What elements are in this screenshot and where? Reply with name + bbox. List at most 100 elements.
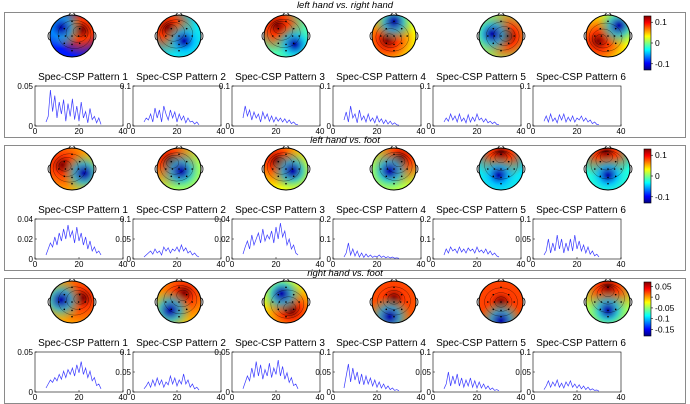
- electrode-dot: [71, 309, 73, 312]
- subplot-title: Spec-CSP Pattern 1: [38, 72, 128, 83]
- electrode-dot: [500, 315, 502, 318]
- subplot-title: Spec-CSP Pattern 1: [38, 205, 128, 216]
- colorbar-tick-label: -0.15: [655, 325, 675, 335]
- electrode-dot: [71, 168, 73, 170]
- plot-axes-box: [532, 85, 622, 127]
- electrode-dot: [506, 301, 509, 303]
- plot-axes-box: [231, 85, 321, 127]
- y-tick-label: 0.2: [320, 215, 332, 224]
- colorbar-tick-label: 0.1: [655, 17, 667, 27]
- scalp-contour: [493, 26, 516, 46]
- x-tick-label: 40: [217, 127, 226, 136]
- y-tick-label: 0.1: [320, 348, 332, 357]
- electrode-dot: [285, 20, 287, 23]
- y-tick-label: 0.1: [520, 82, 532, 91]
- electrode-dot: [599, 308, 602, 311]
- electrode-dot: [492, 175, 495, 178]
- x-tick-label: 40: [617, 127, 626, 136]
- electrode-dot: [71, 43, 73, 46]
- electrode-dot: [393, 301, 395, 303]
- electrode-dot: [400, 42, 403, 45]
- electrode-dot: [185, 293, 188, 296]
- spectrum-line: [45, 361, 102, 389]
- x-tick-label: 20: [75, 260, 84, 269]
- scalp-outline: [263, 147, 309, 191]
- scalp-outline: [585, 280, 631, 324]
- scalp-outline: [49, 14, 95, 58]
- panel-left-vs-foot: 0.1 0 -0.1 Spec-CSP Pattern 1 0 20 40 0 0.02 0.04…: [4, 143, 686, 271]
- electrode-dot: [487, 168, 489, 170]
- electrode-dot: [507, 160, 510, 163]
- y-tick-label: 0.04: [17, 215, 33, 224]
- x-tick-label: 40: [119, 260, 128, 269]
- y-tick-label: 0.04: [214, 215, 230, 224]
- x-tick-label: 20: [573, 260, 582, 269]
- y-tick-label: 0.05: [115, 368, 131, 377]
- electrode-dot: [599, 175, 602, 178]
- y-tick-label: 0.1: [420, 235, 432, 244]
- colorbar-tick-label: -0.1: [655, 314, 670, 324]
- y-tick-label: 0.05: [214, 348, 230, 357]
- spectrum-subplot: Spec-CSP Pattern 1 0 20 40 0 0.05: [17, 72, 128, 136]
- electrode-dot: [400, 160, 403, 163]
- scalp-contour: [166, 157, 180, 169]
- electrode-dot: [500, 182, 502, 185]
- electrode-dot: [393, 43, 395, 46]
- electrode-dot: [613, 35, 616, 37]
- electrode-dot: [492, 160, 495, 163]
- electrode-dot: [277, 42, 280, 45]
- scalp-contour: [164, 24, 178, 36]
- y-tick-label: 0.1: [520, 215, 532, 224]
- electrode-dot: [399, 35, 402, 37]
- electrode-dot: [278, 35, 281, 37]
- electrode-dot: [393, 49, 395, 52]
- y-tick-label: 0.05: [415, 368, 431, 377]
- electrode-dot: [620, 301, 622, 303]
- plot-axes-box: [332, 85, 422, 127]
- scalp-map: [583, 276, 633, 324]
- electrode-dot: [71, 20, 73, 23]
- electrode-dot: [77, 301, 80, 303]
- electrode-dot: [385, 308, 388, 311]
- electrode-dot: [291, 35, 294, 37]
- electrode-dot: [71, 153, 73, 156]
- x-tick-label: 40: [617, 393, 626, 402]
- colorbar-scale: [643, 281, 652, 337]
- colorbar-scale: [643, 15, 652, 71]
- y-tick-label: 0: [29, 122, 34, 131]
- scalp-map: [476, 143, 526, 191]
- electrode-dot: [393, 35, 395, 37]
- electrode-dot: [171, 35, 174, 37]
- electrode-dot: [178, 182, 180, 185]
- electrode-dot: [292, 42, 295, 45]
- panel-title: left hand vs. foot: [310, 135, 380, 146]
- scalp-contour: [379, 28, 402, 48]
- scalp-contour: [596, 284, 620, 305]
- y-tick-label: 0.1: [120, 215, 132, 224]
- electrode-dot: [607, 43, 609, 46]
- electrode-dot: [178, 49, 180, 52]
- electrode-dot: [291, 168, 294, 170]
- x-tick-label: 40: [417, 393, 426, 402]
- plot-axes-box: [532, 218, 622, 260]
- electrode-dot: [385, 293, 388, 296]
- electrode-dot: [506, 168, 509, 170]
- y-tick-label: 0: [327, 255, 332, 264]
- x-tick-label: 0: [131, 260, 136, 269]
- electrode-dot: [63, 175, 66, 178]
- electrode-dot: [500, 301, 502, 303]
- electrode-dot: [393, 286, 395, 289]
- electrode-dot: [71, 35, 73, 37]
- plot-axes-box: [332, 351, 422, 393]
- electrode-dot: [599, 42, 602, 45]
- scalp-outline: [156, 147, 202, 191]
- scalp-contour: [270, 155, 293, 175]
- plot-axes-box: [332, 218, 422, 260]
- electrode-dot: [272, 35, 274, 37]
- electrode-dot: [500, 20, 502, 23]
- colorbar-tick-label: -0.1: [655, 192, 670, 202]
